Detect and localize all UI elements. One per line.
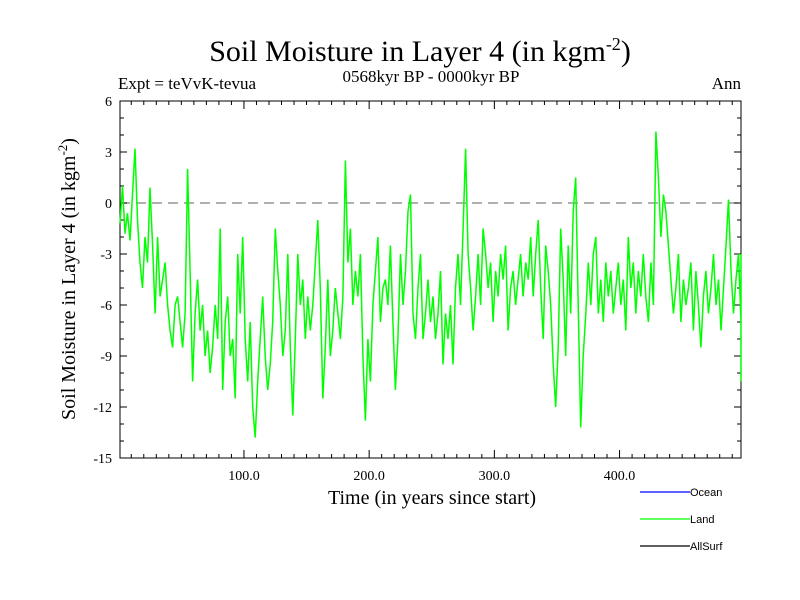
chart-title: Soil Moisture in Layer 4 (in kgm-2) xyxy=(209,34,631,68)
legend-allsurf-label: AllSurf xyxy=(690,541,723,553)
x-axis-label: Time (in years since start) xyxy=(328,487,536,509)
y-tick-label: -9 xyxy=(100,350,112,365)
y-tick-label: -15 xyxy=(93,452,112,467)
x-tick-label: 300.0 xyxy=(479,469,511,484)
y-axis-label: Soil Moisture in Layer 4 (in kgm-2) xyxy=(55,138,80,420)
time-range-label: 0568kyr BP - 0000kyr BP xyxy=(343,67,520,86)
land-series-line xyxy=(119,131,742,438)
legend-ocean-label: Ocean xyxy=(690,487,722,499)
x-tick-label: 100.0 xyxy=(228,469,260,484)
y-axis-ticks: 6 3 0 -3 -6 -9 -12 -15 xyxy=(93,95,741,467)
y-tick-label: -3 xyxy=(100,248,112,263)
y-tick-label: -6 xyxy=(100,299,112,314)
x-axis-ticks: 100.0 200.0 300.0 400.0 xyxy=(130,101,733,484)
plot-frame xyxy=(119,100,742,459)
y-tick-label: 6 xyxy=(105,95,112,110)
x-tick-label: 400.0 xyxy=(604,469,636,484)
experiment-label: Expt = teVvK-tevua xyxy=(118,74,256,93)
y-tick-label: 3 xyxy=(105,146,112,161)
x-tick-label: 200.0 xyxy=(353,469,385,484)
legend: Ocean Land AllSurf xyxy=(640,487,723,553)
legend-land-label: Land xyxy=(690,514,714,526)
season-label: Ann xyxy=(712,74,742,93)
y-tick-label: -12 xyxy=(93,401,112,416)
y-tick-label: 0 xyxy=(105,197,112,212)
